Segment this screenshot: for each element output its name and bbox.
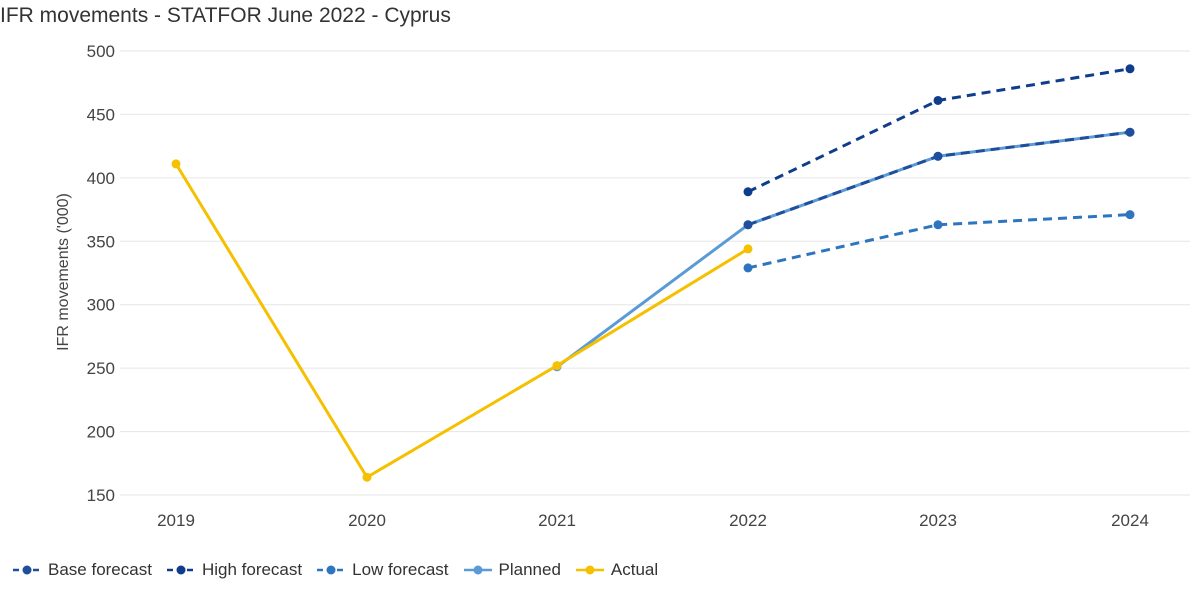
x-tick-label: 2023 bbox=[919, 511, 957, 530]
legend-item[interactable]: Low forecast bbox=[316, 560, 449, 580]
series-line bbox=[174, 162, 750, 479]
series-low-forecast bbox=[743, 210, 1135, 273]
data-point bbox=[1125, 127, 1135, 137]
legend-label: High forecast bbox=[201, 560, 303, 579]
y-tick-label: 150 bbox=[87, 486, 115, 505]
series-layer bbox=[171, 64, 1135, 482]
series-line bbox=[747, 67, 1131, 194]
series-high-forecast bbox=[743, 64, 1135, 197]
y-axis-title: IFR movements ('000) bbox=[55, 193, 72, 351]
x-tick-label: 2020 bbox=[348, 511, 386, 530]
data-point bbox=[743, 263, 753, 273]
y-axis-ticks: 150 200 250 300 350 400 450 500 bbox=[87, 42, 115, 505]
x-tick-label: 2024 bbox=[1111, 511, 1149, 530]
data-point bbox=[362, 472, 372, 482]
data-point bbox=[743, 244, 753, 254]
series-line bbox=[747, 213, 1131, 270]
y-tick-label: 400 bbox=[87, 169, 115, 188]
y-tick-label: 300 bbox=[87, 296, 115, 315]
chart-title: IFR movements - STATFOR June 2022 - Cypr… bbox=[0, 4, 451, 27]
data-point bbox=[933, 151, 943, 161]
x-tick-label: 2019 bbox=[157, 511, 195, 530]
data-point bbox=[933, 220, 943, 230]
legend: Base forecast High forecast Low forecast Pl… bbox=[12, 560, 658, 580]
data-point bbox=[743, 220, 753, 230]
y-tick-label: 200 bbox=[87, 423, 115, 442]
data-point bbox=[933, 95, 943, 105]
legend-item[interactable]: Planned bbox=[463, 560, 561, 580]
data-point bbox=[743, 187, 753, 197]
legend-label: Planned bbox=[498, 560, 561, 579]
legend-item[interactable]: High forecast bbox=[166, 560, 302, 580]
legend-item[interactable]: Actual bbox=[575, 560, 658, 580]
series-planned bbox=[552, 127, 1135, 372]
legend-label: Low forecast bbox=[352, 560, 449, 579]
data-point bbox=[1125, 210, 1135, 220]
legend-swatch bbox=[317, 565, 346, 575]
legend-label: Base forecast bbox=[48, 560, 152, 579]
series-base-forecast bbox=[743, 127, 1135, 230]
legend-swatch-marker bbox=[176, 565, 186, 575]
x-tick-label: 2021 bbox=[538, 511, 576, 530]
data-point bbox=[1125, 64, 1135, 74]
series-line bbox=[747, 130, 1131, 227]
legend-swatch bbox=[166, 565, 195, 575]
y-tick-label: 250 bbox=[87, 359, 115, 378]
legend-swatch bbox=[463, 565, 492, 575]
data-point bbox=[552, 361, 562, 371]
y-tick-label: 450 bbox=[87, 105, 115, 124]
legend-label: Actual bbox=[610, 560, 659, 579]
legend-swatch bbox=[575, 565, 604, 575]
data-point bbox=[171, 159, 181, 169]
series-actual bbox=[171, 159, 753, 482]
y-tick-label: 500 bbox=[87, 42, 115, 61]
gridlines bbox=[120, 50, 1190, 496]
legend-swatch-marker bbox=[326, 565, 336, 575]
legend-swatch-marker bbox=[585, 565, 595, 575]
legend-swatch bbox=[13, 565, 41, 575]
legend-swatch-marker bbox=[473, 565, 483, 575]
x-axis-ticks: 2019 2020 2021 2022 2023 2024 bbox=[157, 511, 1149, 530]
x-tick-label: 2022 bbox=[729, 511, 767, 530]
y-tick-label: 350 bbox=[87, 232, 115, 251]
legend-swatch-marker bbox=[22, 565, 32, 575]
legend-item[interactable]: Base forecast bbox=[12, 560, 152, 580]
series-line bbox=[555, 130, 1132, 369]
